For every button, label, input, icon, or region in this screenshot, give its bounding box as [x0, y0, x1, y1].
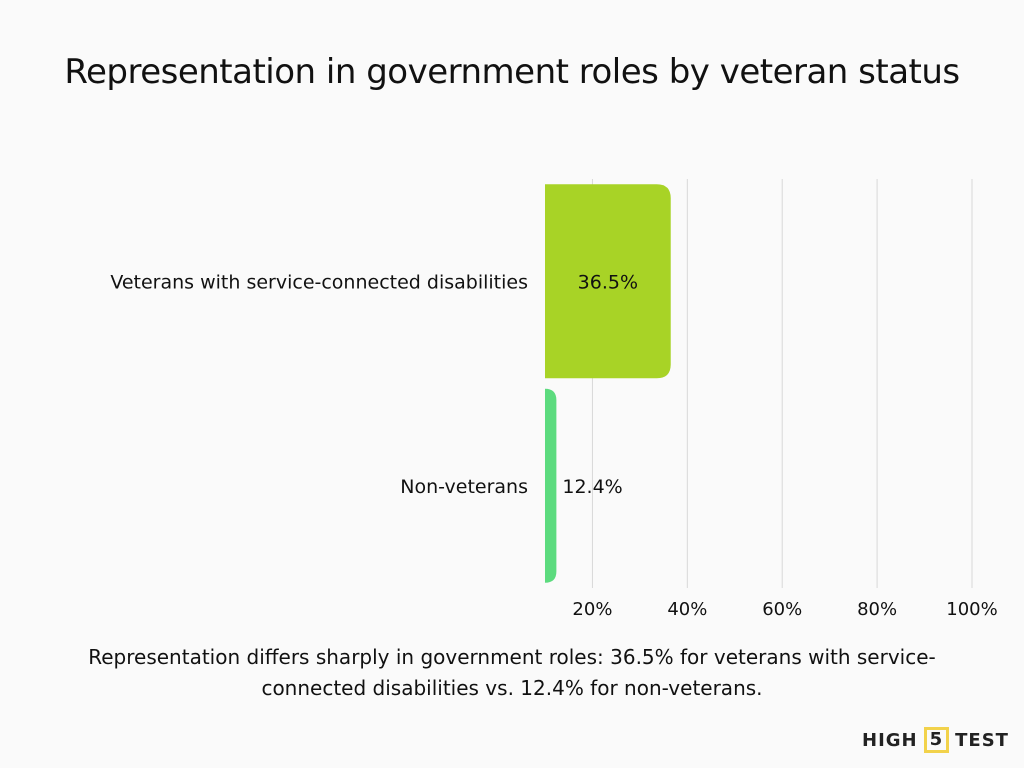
high5test-logo: HIGH 5 TEST — [862, 727, 1009, 753]
bar — [545, 388, 557, 583]
bar — [545, 184, 671, 379]
logo-text-high: HIGH — [862, 729, 918, 751]
x-tick-label: 60% — [762, 599, 802, 620]
x-tick-label: 100% — [946, 599, 997, 620]
logo-text-five: 5 — [923, 727, 950, 753]
x-tick-label: 80% — [857, 599, 897, 620]
chart-title: Representation in government roles by ve… — [64, 52, 960, 92]
data-label: 36.5% — [578, 271, 638, 293]
x-tick-label: 40% — [667, 599, 707, 620]
chart-caption: Representation differs sharply in govern… — [88, 645, 936, 700]
logo-text-test: TEST — [955, 729, 1009, 751]
category-label: Veterans with service-connected disabili… — [110, 271, 528, 293]
x-tick-label: 20% — [572, 599, 612, 620]
category-label: Non-veterans — [400, 476, 528, 498]
data-label: 12.4% — [562, 476, 622, 498]
bar-chart: 20% 40% 60% 80% 100% Veterans with service-co… — [110, 179, 998, 620]
